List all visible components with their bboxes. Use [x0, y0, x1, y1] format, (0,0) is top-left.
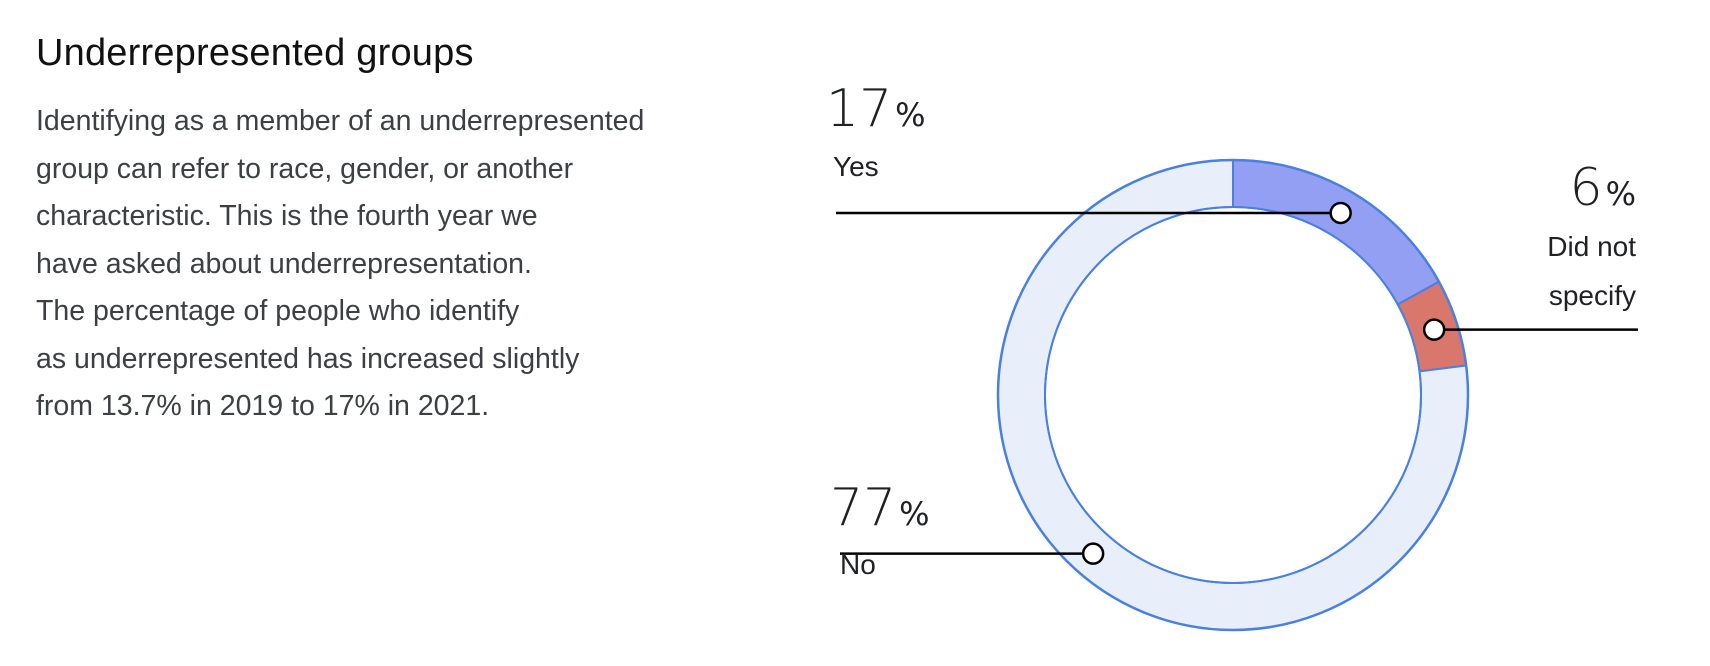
- slice-label-no: No: [840, 549, 876, 580]
- description-line: The percentage of people who identify: [36, 295, 520, 327]
- slice-label-line: specify: [1549, 280, 1636, 311]
- donut-outline: [996, 158, 1470, 632]
- leader-dot-yes: [1329, 201, 1352, 225]
- slice-label-yes: Yes: [833, 151, 879, 182]
- leader-dot-no: [1081, 542, 1105, 565]
- slice-yes: [1232, 158, 1441, 306]
- page-title: Underrepresented groups: [36, 32, 474, 74]
- slice-value-did-not-specify: 6%: [1570, 158, 1637, 218]
- description-text: Identifying as a member of an underrepre…: [36, 98, 716, 431]
- leader-dot-did-not-specify: [1422, 318, 1446, 341]
- description-line: group can refer to race, gender, or anot…: [36, 152, 574, 185]
- description-line: Identifying as a member of an underrepre…: [36, 105, 645, 137]
- donut-slices: [997, 158, 1469, 631]
- inner-ring: [1044, 206, 1422, 584]
- description-line: as underrepresented has increased slight…: [36, 342, 580, 375]
- slice-label-did-not-specify: Did not specify: [1547, 231, 1636, 311]
- description-line: from 13.7% in 2019 to 17% in 2021.: [36, 390, 490, 422]
- slice-label-line: Did not: [1547, 231, 1636, 262]
- outer-ring: [996, 158, 1470, 632]
- slice-value-yes: 17%: [826, 79, 926, 139]
- description-line: characteristic. This is the fourth year …: [36, 200, 538, 232]
- slice-value-no: 77%: [830, 478, 930, 538]
- leader-lines: [836, 201, 1638, 565]
- description-line: have asked about underrepresentation.: [36, 247, 532, 280]
